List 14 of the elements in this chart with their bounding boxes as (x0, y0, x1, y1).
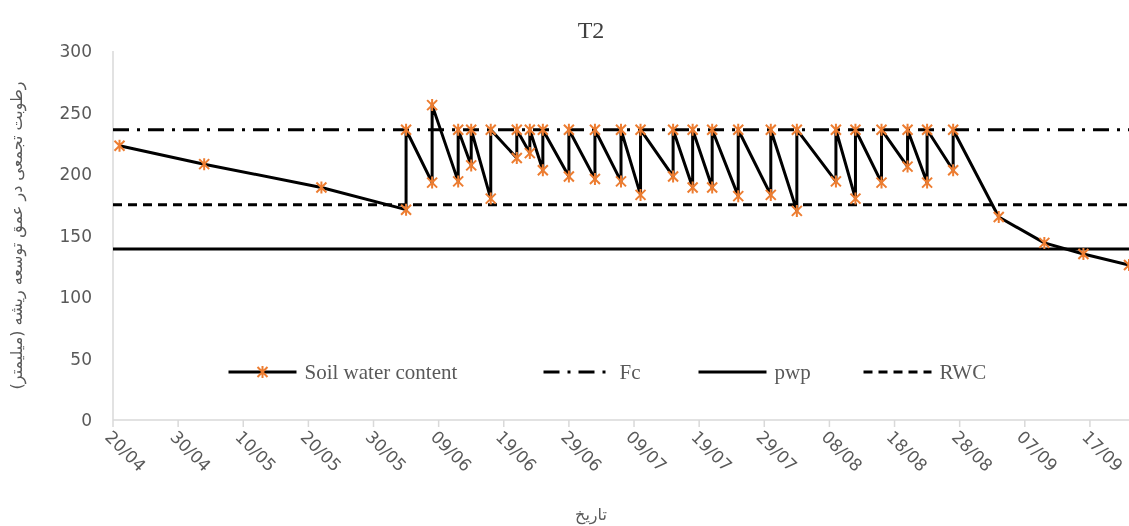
y-axis-title: رطوبت تجمعی در عمق توسعه ریشه (میلیمتر) (7, 81, 27, 390)
y-tick-label: 250 (59, 102, 92, 123)
legend-label: pwp (774, 360, 811, 384)
legend-label: Soil water content (304, 360, 458, 384)
y-tick-label: 300 (59, 41, 92, 61)
y-tick-label: 50 (70, 348, 92, 369)
y-tick-label: 150 (59, 225, 92, 246)
y-tick-label: 0 (81, 410, 92, 430)
x-axis-title: تاریخ (575, 505, 607, 525)
chart-title: T2 (577, 17, 605, 43)
y-tick-label: 100 (59, 287, 92, 307)
y-tick-label: 200 (59, 164, 92, 184)
legend-label: RWC (939, 360, 987, 384)
legend-label: Fc (619, 360, 641, 384)
